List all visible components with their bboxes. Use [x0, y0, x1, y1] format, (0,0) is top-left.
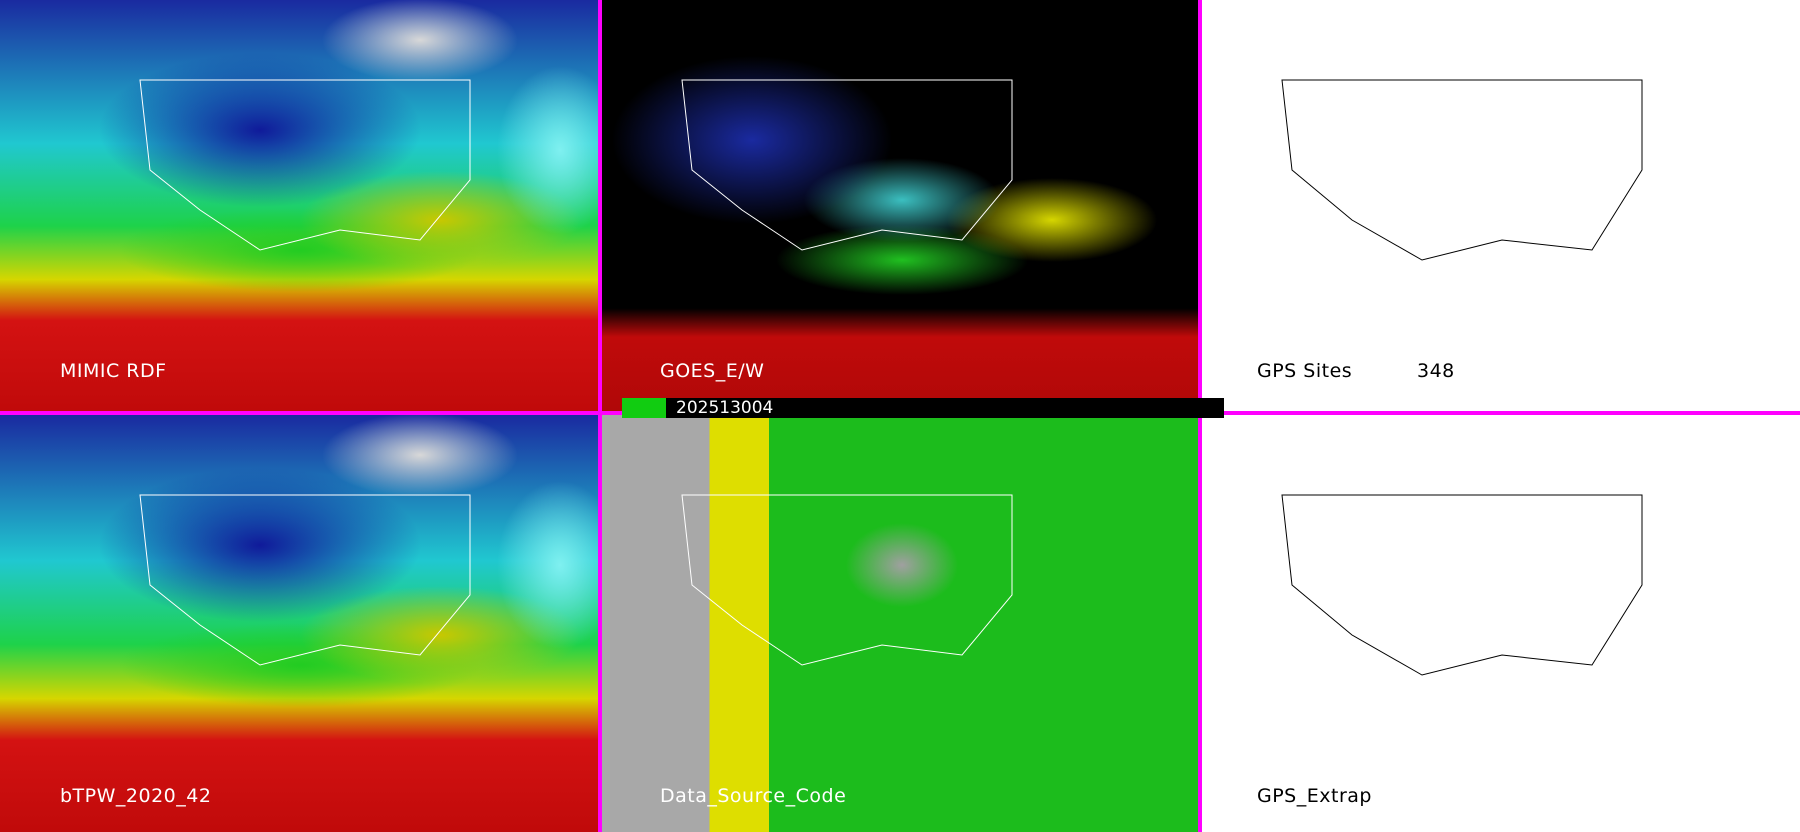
- data-source-code-panel: Data_Source_Code: [602, 415, 1198, 832]
- gps-extrap-panel: GPS_Extrap: [1202, 415, 1800, 832]
- timestamp-marker: [622, 398, 666, 418]
- panel-label: GPS Sites: [1257, 360, 1353, 382]
- timestamp: 202513004: [666, 398, 1224, 418]
- panel-label: MIMIC RDF: [60, 360, 167, 382]
- panel-label: Data_Source_Code: [660, 785, 847, 807]
- map-outline: [681, 494, 1013, 666]
- site-count: 348: [1417, 360, 1455, 382]
- panel-label: bTPW_2020_42: [60, 785, 212, 807]
- map-outline: [681, 79, 1013, 251]
- map-outline: [1281, 494, 1643, 676]
- btpw-panel: bTPW_2020_42: [0, 415, 598, 832]
- map-outline: [139, 494, 471, 666]
- panel-label: GPS_Extrap: [1257, 785, 1372, 807]
- mimic-rdf-panel: MIMIC RDF: [0, 0, 598, 411]
- goes-panel: GOES_E/W: [602, 0, 1198, 411]
- gps-sites-panel: GPS Sites 348: [1202, 0, 1800, 411]
- panel-label: GOES_E/W: [660, 360, 765, 382]
- map-outline: [139, 79, 471, 251]
- map-outline: [1281, 79, 1643, 261]
